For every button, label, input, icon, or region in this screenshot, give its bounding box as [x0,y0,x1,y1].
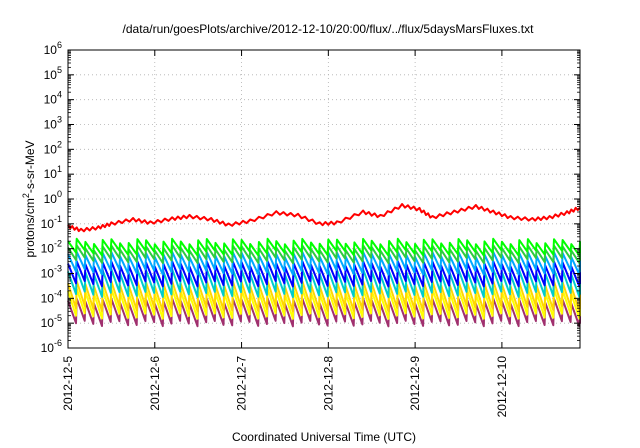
chart-title: /data/run/goesPlots/archive/2012-12-10/2… [123,22,535,36]
series-line [67,203,581,233]
y-tick-exponent: -4 [54,288,62,298]
y-tick-base: 10 [41,291,55,305]
y-tick-base: 10 [44,167,58,181]
y-tick-label: 10-4 [41,288,62,305]
y-tick-base: 10 [41,316,55,330]
y-axis-title-sup: 2 [21,193,31,198]
y-tick-exponent: 4 [57,90,62,100]
y-tick-label: 10-2 [41,239,62,256]
y-tick-label: 10-1 [41,214,62,231]
y-tick-label: 10-3 [41,264,62,281]
y-tick-exponent: -2 [54,239,62,249]
y-tick-exponent: 0 [57,189,62,199]
y-tick-exponent: -5 [54,313,62,323]
y-axis-title-main: protons/cm [23,198,37,257]
y-tick-base: 10 [44,192,58,206]
x-tick-label: 2012-12-5 [61,356,75,411]
x-tick-label: 2012-12-7 [235,356,249,411]
y-axis-title-rest: -s-sr-MeV [23,140,37,193]
y-tick-base: 10 [44,142,58,156]
y-tick-exponent: 1 [57,164,62,174]
x-tick-label: 2012-12-6 [148,356,162,411]
x-axis-title: Coordinated Universal Time (UTC) [232,430,416,444]
y-tick-exponent: 5 [57,65,62,75]
x-tick-label: 2012-12-8 [321,356,335,411]
y-tick-exponent: 2 [57,139,62,149]
y-tick-exponent: -6 [54,338,62,348]
y-tick-label: 10-6 [41,338,62,355]
y-tick-label: 100 [44,189,62,206]
y-tick-label: 106 [44,40,62,57]
y-tick-label: 105 [44,65,62,82]
y-tick-label: 101 [44,164,62,181]
series-layer [67,203,581,328]
y-tick-base: 10 [41,341,55,355]
y-tick-base: 10 [41,217,55,231]
y-tick-label: 103 [44,115,62,132]
x-axis: 2012-12-5 2012-12-6 2012-12-7 2012-12-8 2012… [61,50,509,417]
y-tick-base: 10 [44,68,58,82]
y-tick-base: 10 [44,93,58,107]
y-tick-exponent: -3 [54,264,62,274]
y-tick-exponent: -1 [54,214,62,224]
y-tick-exponent: 3 [57,115,62,125]
y-tick-base: 10 [41,267,55,281]
y-tick-exponent: 6 [57,40,62,50]
y-tick-base: 10 [41,242,55,256]
series-line [67,237,581,257]
y-tick-base: 10 [44,43,58,57]
y-tick-label: 104 [44,90,62,107]
y-tick-label: 10-5 [41,313,62,330]
y-axis: 10-610-510-410-310-210-11001011021031041… [41,40,580,355]
y-tick-label: 102 [44,139,62,156]
y-axis-title: protons/cm2-s-sr-MeV [21,140,37,257]
x-tick-label: 2012-12-10 [495,356,509,418]
y-tick-base: 10 [44,118,58,132]
x-tick-label: 2012-12-9 [408,356,422,411]
